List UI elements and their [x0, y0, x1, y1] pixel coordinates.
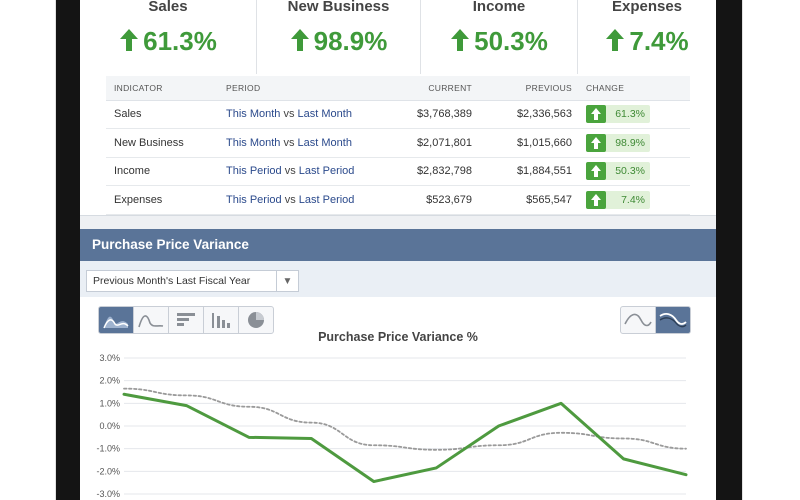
y-tick-label: 3.0%	[99, 353, 120, 363]
col-header-previous[interactable]: PREVIOUS	[486, 76, 586, 101]
kpi-sales[interactable]: Sales 61.3%	[80, 0, 256, 74]
horizontal-bar-icon[interactable]	[168, 306, 204, 334]
cell-indicator: Sales	[106, 100, 226, 129]
cell-period[interactable]: This Period vs Last Period	[226, 185, 386, 215]
chart-title: Purchase Price Variance %	[318, 330, 478, 344]
up-arrow-icon	[586, 133, 606, 152]
table-row[interactable]: Sales This Month vs Last Month $3,768,38…	[106, 100, 690, 129]
cell-current: $523,679	[386, 185, 486, 215]
kpi-label: Sales	[148, 0, 188, 15]
cell-period[interactable]: This Period vs Last Period	[226, 157, 386, 186]
cell-change: 50.3%	[586, 157, 690, 186]
series-line-trend[interactable]	[123, 387, 687, 451]
indicator-table: INDICATOR PERIOD CURRENT PREVIOUS CHANGE…	[106, 76, 690, 215]
ppv-panel-title: Purchase Price Variance	[80, 229, 716, 261]
y-tick-label: 0.0%	[99, 421, 120, 431]
kpi-income[interactable]: Income 50.3%	[420, 0, 577, 74]
up-arrow-icon	[451, 29, 470, 51]
chart-type-toolbar	[98, 306, 274, 334]
device-bezel-right	[716, 0, 742, 500]
device-frame-left	[0, 0, 56, 500]
cell-change: 61.3%	[586, 100, 690, 129]
device-bezel-left	[56, 0, 80, 500]
col-header-current[interactable]: CURRENT	[386, 76, 486, 101]
up-arrow-icon	[606, 29, 625, 51]
ppv-line-chart: 3.0% 2.0% 1.0% 0.0% -1.0% -2.0% -3.0%	[96, 353, 688, 499]
period-select-value: Previous Month's Last Fiscal Year	[93, 275, 251, 287]
col-header-indicator[interactable]: INDICATOR	[106, 76, 226, 101]
y-tick-label: 1.0%	[99, 398, 120, 408]
table-row[interactable]: New Business This Month vs Last Month $2…	[106, 128, 690, 158]
series-line-actual[interactable]	[122, 392, 688, 484]
kpi-label: New Business	[287, 0, 390, 15]
cell-current: $2,071,801	[386, 128, 486, 158]
up-arrow-icon	[586, 162, 606, 181]
kpi-label: Expenses	[611, 0, 683, 15]
kpi-new-business[interactable]: New Business 98.9%	[256, 0, 420, 74]
chart-style-toolbar	[620, 306, 691, 334]
up-arrow-icon	[120, 29, 139, 51]
cell-indicator: Expenses	[106, 185, 226, 215]
up-arrow-icon	[290, 29, 309, 51]
cell-previous: $2,336,563	[486, 100, 586, 129]
device-frame-right	[742, 0, 800, 500]
kpi-row: Sales 61.3% New Business 98.9% Income 50…	[80, 0, 716, 74]
dashboard-screen: Sales 61.3% New Business 98.9% Income 50…	[80, 0, 716, 500]
table-row[interactable]: Income This Period vs Last Period $2,832…	[106, 157, 690, 186]
cell-current: $2,832,798	[386, 157, 486, 186]
cell-period[interactable]: This Month vs Last Month	[226, 100, 386, 129]
cell-indicator: New Business	[106, 128, 226, 158]
cell-period[interactable]: This Month vs Last Month	[226, 128, 386, 158]
cell-previous: $1,015,660	[486, 128, 586, 158]
cell-change: 7.4%	[586, 185, 690, 215]
kpi-label: Income	[472, 0, 526, 15]
col-header-period[interactable]: PERIOD	[226, 76, 386, 101]
cell-current: $3,768,389	[386, 100, 486, 129]
change-badge: 7.4%	[586, 190, 650, 209]
caret-down-icon[interactable]: ▼	[276, 271, 298, 291]
ppv-filter-bar: Previous Month's Last Fiscal Year ▼	[80, 261, 716, 297]
cell-previous: $1,884,551	[486, 157, 586, 186]
kpi-value: 61.3%	[80, 26, 256, 57]
y-tick-label: -1.0%	[96, 444, 120, 454]
kpi-card: Sales 61.3% New Business 98.9% Income 50…	[80, 0, 716, 216]
col-header-change[interactable]: CHANGE	[586, 76, 690, 101]
up-arrow-icon	[586, 190, 606, 209]
ppv-panel: Purchase Price Variance Previous Month's…	[80, 229, 716, 500]
kpi-value: 50.3%	[421, 26, 577, 57]
table-header-row: INDICATOR PERIOD CURRENT PREVIOUS CHANGE	[106, 76, 690, 101]
trend-line-icon[interactable]	[655, 306, 691, 334]
area-chart-icon[interactable]	[98, 306, 134, 334]
table-row[interactable]: Expenses This Period vs Last Period $523…	[106, 185, 690, 215]
kpi-expenses[interactable]: Expenses 7.4%	[577, 0, 716, 74]
change-badge: 98.9%	[586, 133, 650, 152]
cell-change: 98.9%	[586, 128, 690, 158]
y-tick-label: -2.0%	[96, 466, 120, 476]
kpi-value: 7.4%	[578, 26, 716, 57]
cell-indicator: Income	[106, 157, 226, 186]
y-tick-label: -3.0%	[96, 489, 120, 499]
y-tick-label: 2.0%	[99, 376, 120, 386]
change-badge: 61.3%	[586, 105, 650, 124]
column-chart-icon[interactable]	[203, 306, 239, 334]
up-arrow-icon	[586, 105, 606, 124]
period-select[interactable]: Previous Month's Last Fiscal Year ▼	[86, 270, 299, 292]
change-badge: 50.3%	[586, 162, 650, 181]
cell-previous: $565,547	[486, 185, 586, 215]
kpi-value: 98.9%	[257, 26, 420, 57]
pie-chart-icon[interactable]	[238, 306, 274, 334]
